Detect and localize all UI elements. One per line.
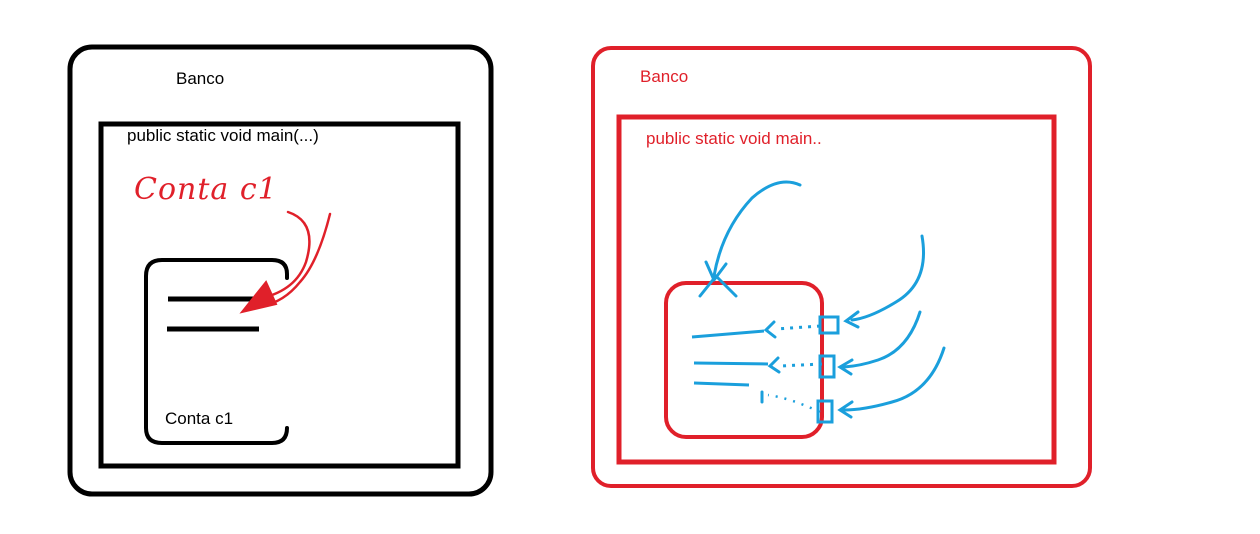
right-banco-box <box>591 46 1092 488</box>
right-field-line-3 <box>693 381 750 387</box>
right-dotted-arrow-1 <box>775 324 821 331</box>
left-banco-box <box>67 44 494 497</box>
right-dotted-arrowhead-1 <box>763 320 777 339</box>
right-curved-arrowhead-3 <box>837 400 854 419</box>
left-main-method-label: public static void main(...) <box>127 126 319 145</box>
right-ref-box-1 <box>818 315 840 335</box>
left-handwritten-conta-label: Conta c1 <box>134 172 278 207</box>
right-dotted-arrow-3 <box>767 393 821 414</box>
right-curved-arrow-1 <box>850 234 926 322</box>
right-main-method-label: public static void main.. <box>646 129 822 148</box>
right-ref-box-3 <box>816 399 834 424</box>
right-curved-arrow-2 <box>842 310 922 369</box>
right-dotted-arrowhead-2 <box>767 356 781 374</box>
right-dotted-arrow-2 <box>779 362 823 368</box>
right-curved-arrow-3 <box>842 346 946 412</box>
right-top-arrow <box>712 180 802 278</box>
left-banco-label: Banco <box>176 69 225 88</box>
right-field-line-2 <box>693 361 769 366</box>
left-reference-arrow <box>260 210 311 300</box>
right-curved-arrowhead-2 <box>837 358 854 376</box>
right-main-method-box <box>616 114 1057 465</box>
right-top-arrowhead <box>698 260 738 298</box>
right-field-line-1 <box>691 329 765 339</box>
left-reference-arrowhead <box>239 280 278 314</box>
left-conta-object-outline <box>144 258 289 445</box>
right-ref-box-2 <box>818 354 836 379</box>
right-curved-arrowhead-1 <box>843 310 860 329</box>
left-conta-object-label: Conta c1 <box>165 409 234 428</box>
right-banco-label: Banco <box>640 67 689 86</box>
left-main-method-box <box>98 121 461 469</box>
right-object-box <box>664 281 824 439</box>
